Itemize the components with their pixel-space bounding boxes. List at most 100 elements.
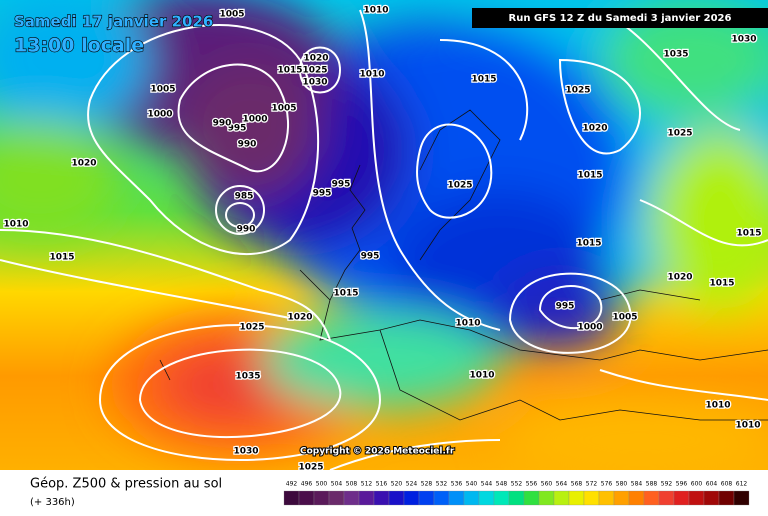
legend-title: Géop. Z500 & pression au sol <box>30 477 222 492</box>
scale-label: 600 <box>691 481 703 488</box>
run-info: Run GFS 12 Z du Samedi 3 janvier 2026 <box>509 13 732 24</box>
isobar-label: 1025 <box>302 66 327 76</box>
isobar-label: 1030 <box>233 447 258 457</box>
scale-label: 524 <box>406 481 418 488</box>
isobar-label: 1015 <box>577 171 602 181</box>
scale-label: 596 <box>676 481 688 488</box>
scale-swatch <box>628 490 645 506</box>
isobar-label: 1025 <box>667 129 692 139</box>
scale-label: 572 <box>586 481 598 488</box>
isobar-label: 1005 <box>612 313 637 323</box>
isobar-label: 1030 <box>731 35 756 45</box>
scale-label: 548 <box>496 481 508 488</box>
scale-label: 568 <box>571 481 583 488</box>
isobar-labels: 1005 1010 1035 1030 1005 1000 1020 1025 1015 1030… <box>2 4 763 474</box>
isobar-label: 995 <box>332 180 351 190</box>
scale-swatch <box>643 490 660 506</box>
scale-swatch <box>313 490 330 506</box>
isobar-label: 1015 <box>333 289 358 299</box>
field <box>0 0 768 480</box>
scale-label: 504 <box>331 481 343 488</box>
scale-swatch <box>568 490 585 506</box>
scale-swatch <box>658 490 675 506</box>
scale-label: 532 <box>436 481 448 488</box>
scale-swatch <box>703 490 720 506</box>
scale-label: 564 <box>556 481 568 488</box>
isobar-label: 1005 <box>271 104 296 114</box>
scale-swatch <box>463 490 480 506</box>
isobar-label: 995 <box>556 302 575 312</box>
scale-label: 496 <box>301 481 313 488</box>
scale-swatch <box>613 490 630 506</box>
scale-label: 588 <box>646 481 658 488</box>
scale-swatch <box>403 490 420 506</box>
scale-label: 560 <box>541 481 553 488</box>
isobar-label: 990 <box>238 140 257 150</box>
scale-label: 512 <box>361 481 373 488</box>
isobar-label: 1010 <box>3 220 28 230</box>
scale-label: 612 <box>736 481 748 488</box>
isobar-label: 1015 <box>49 253 74 263</box>
scale-label: 492 <box>286 481 298 488</box>
scale-swatch <box>283 490 300 506</box>
scale-swatch <box>358 490 375 506</box>
scale-swatch <box>583 490 600 506</box>
isobar-label: 1020 <box>287 313 312 323</box>
scale-label: 544 <box>481 481 493 488</box>
isobar-label: 990 <box>237 225 256 235</box>
isobar-label: 1020 <box>582 124 607 134</box>
isobar-label: 1010 <box>455 319 480 329</box>
scale-swatch <box>718 490 735 506</box>
scale-label: 604 <box>706 481 718 488</box>
isobar-label: 1000 <box>242 115 267 125</box>
scale-swatch <box>553 490 570 506</box>
isobar-label: 985 <box>235 192 254 202</box>
valid-date: Samedi 17 janvier 2026 <box>14 13 213 31</box>
scale-label: 556 <box>526 481 538 488</box>
scale-swatch <box>328 490 345 506</box>
scale-swatch <box>673 490 690 506</box>
scale-label: 516 <box>376 481 388 488</box>
isobar-label: 1010 <box>359 70 384 80</box>
scale-label: 520 <box>391 481 403 488</box>
scale-swatch <box>373 490 390 506</box>
copyright: Copyright © 2026 Meteociel.fr <box>300 447 455 457</box>
scale-swatch <box>448 490 465 506</box>
lead-time: (+ 336h) <box>30 497 75 508</box>
isobar-label: 1010 <box>363 6 388 16</box>
isobar-label: 1015 <box>709 279 734 289</box>
scale-label: 508 <box>346 481 358 488</box>
scale-swatch <box>493 490 510 506</box>
isobar-label: 1005 <box>219 10 244 20</box>
isobar-label: 1035 <box>235 372 260 382</box>
scale-swatch <box>598 490 615 506</box>
run-banner <box>472 8 768 28</box>
scale-swatch <box>538 490 555 506</box>
isobar-label: 1005 <box>150 85 175 95</box>
isobar-label: 1015 <box>576 239 601 249</box>
isobar-label: 1010 <box>735 421 760 431</box>
isobar-label: 1025 <box>565 86 590 96</box>
scale-label: 536 <box>451 481 463 488</box>
isobar-label: 1000 <box>577 323 602 333</box>
scale-swatch <box>388 490 405 506</box>
scale-label: 592 <box>661 481 673 488</box>
scale-label: 584 <box>631 481 643 488</box>
scale-label: 540 <box>466 481 478 488</box>
scale-swatch <box>733 490 750 506</box>
isobar-label: 1025 <box>447 181 472 191</box>
isobar-label: 1035 <box>663 50 688 60</box>
isobar-label: 1030 <box>302 78 327 88</box>
isobar-label: 995 <box>228 124 247 134</box>
isobar-label: 1020 <box>71 159 96 169</box>
scale-label: 580 <box>616 481 628 488</box>
local-time: 13:00 locale <box>14 35 144 57</box>
scale-label: 608 <box>721 481 733 488</box>
isobar-label: 1020 <box>303 54 328 64</box>
scale-swatch <box>343 490 360 506</box>
scale-swatch <box>688 490 705 506</box>
isobar-label: 995 <box>361 252 380 262</box>
scale-swatch <box>298 490 315 506</box>
isobar-label: 995 <box>313 189 332 199</box>
isobar-label: 990 <box>213 119 232 129</box>
